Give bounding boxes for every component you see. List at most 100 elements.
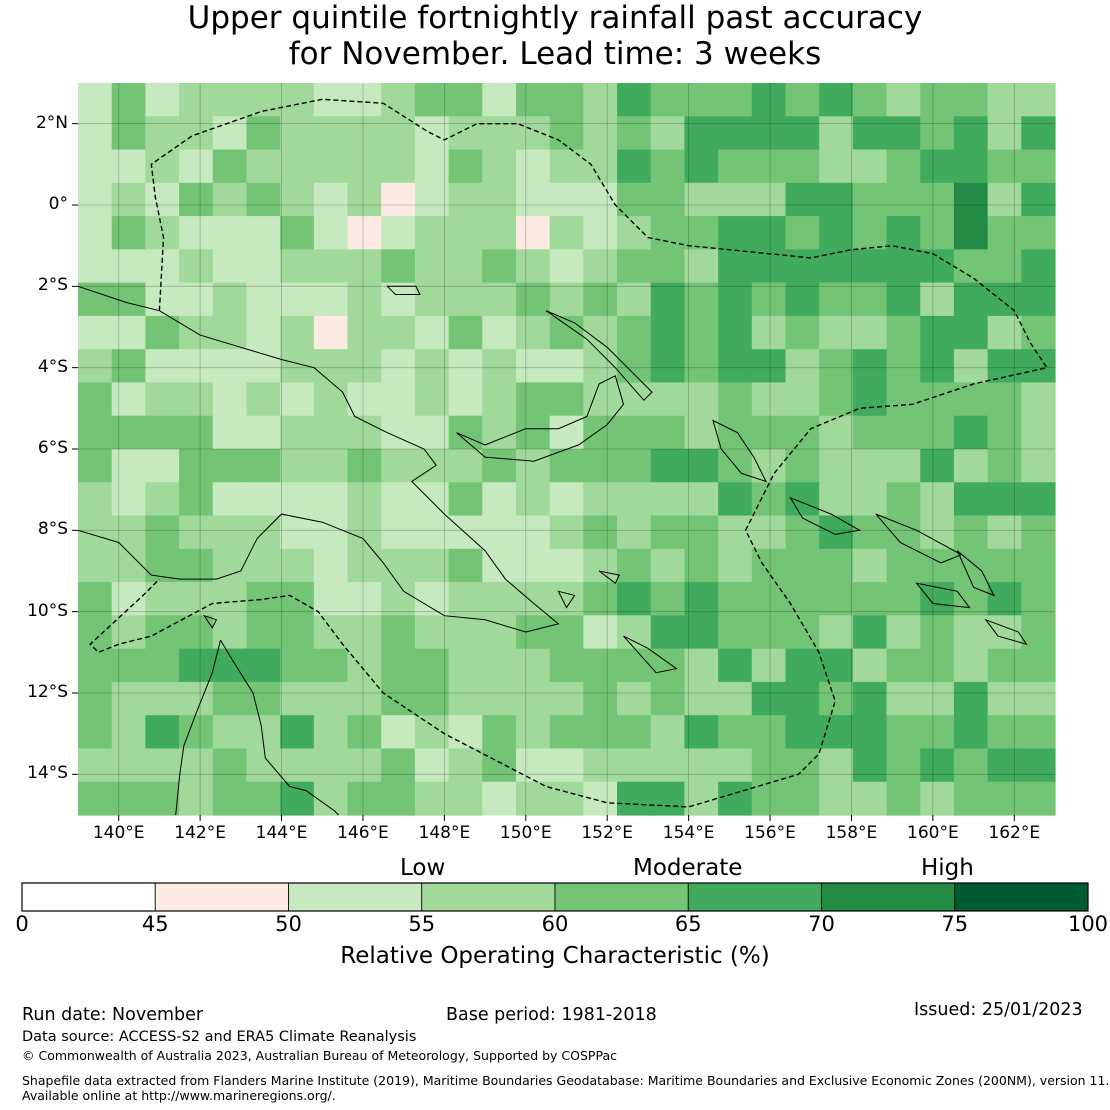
grid-cell [347, 182, 382, 217]
grid-cell [246, 282, 281, 317]
grid-cell [583, 482, 618, 517]
grid-cell [886, 149, 921, 184]
grid-cell [347, 216, 382, 250]
grid-cell [751, 149, 787, 184]
grid-cell [212, 681, 248, 716]
grid-cell [347, 515, 382, 550]
manus-island-coast [386, 285, 421, 295]
grid-cell [414, 781, 450, 816]
grid-cell [78, 382, 113, 417]
grid-cell [718, 249, 753, 284]
grid-cell [785, 315, 820, 350]
grid-cell [482, 149, 517, 184]
lat-tick-label: 8°S [37, 519, 68, 540]
grid-cell [179, 482, 214, 517]
grid-cell [515, 615, 551, 650]
grid-cell [785, 216, 820, 250]
grid-cell [852, 382, 888, 417]
grid-cell [751, 249, 787, 284]
grid-cell [617, 482, 652, 517]
grid-cell [785, 715, 820, 750]
grid-cell [179, 382, 214, 417]
grid-cell [953, 315, 989, 350]
grid-cell [987, 615, 1022, 650]
grid-cell [111, 315, 146, 350]
grid-cell [145, 781, 180, 816]
grid-cell [179, 149, 214, 184]
grid-cell [751, 515, 787, 550]
grid-cell [1021, 515, 1056, 550]
grid-cell [246, 149, 281, 184]
grid-cell [246, 615, 281, 650]
shapefile-credit-2: Available online at http://www.marinereg… [22, 1088, 336, 1103]
grid-cell [212, 415, 248, 450]
grid-cell [212, 582, 248, 616]
grid-cell [78, 748, 113, 783]
grid-cell [381, 582, 416, 616]
grid-cell [347, 83, 382, 117]
grid-cell [852, 482, 888, 517]
grid-cell [650, 116, 686, 151]
grid-cell [246, 116, 281, 151]
lon-tick-label: 150°E [499, 823, 552, 843]
grid-cell [1021, 382, 1056, 417]
grid-cell [718, 715, 753, 750]
grid-cell [852, 182, 888, 217]
colorbar-segment [687, 882, 822, 912]
grid-cell [785, 282, 820, 317]
grid-cell [785, 182, 820, 217]
grid-cell [718, 515, 753, 550]
grid-cell [920, 615, 955, 650]
grid-cell [1021, 715, 1056, 750]
grid-cell [448, 781, 483, 816]
grid-cell [852, 615, 888, 650]
grid-cell [212, 548, 248, 583]
grid-cell [381, 748, 416, 783]
grid-cell [549, 282, 584, 317]
grid-cell [78, 681, 113, 716]
grid-cell [381, 149, 416, 184]
grid-cell [145, 648, 180, 683]
grid-cell [482, 482, 517, 517]
grid-cell [212, 449, 248, 483]
lat-tick-label: 10°S [27, 600, 68, 621]
louisiade-coast [623, 635, 678, 674]
grid-cell [78, 83, 113, 117]
grid-cell [751, 216, 787, 250]
grid-cell [78, 182, 113, 217]
grid-cell [1021, 349, 1056, 384]
grid-cell [111, 83, 146, 117]
grid-cell [280, 449, 315, 483]
grid-cell [482, 182, 517, 217]
grid-cell [246, 349, 281, 384]
grid-cell [718, 83, 753, 117]
grid-cell [953, 648, 989, 683]
grid-cell [751, 681, 787, 716]
grid-cell [414, 249, 450, 284]
grid-cell [448, 249, 483, 284]
grid-cell [414, 216, 450, 250]
grid-cell [448, 449, 483, 483]
grid-cell [583, 415, 618, 450]
grid-cell [751, 315, 787, 350]
grid-cell [751, 781, 787, 816]
grid-cell [111, 249, 146, 284]
grid-cell [987, 149, 1022, 184]
grid-cell [280, 382, 315, 417]
grid-cell [852, 582, 888, 616]
grid-cell [179, 515, 214, 550]
grid-cell [515, 149, 551, 184]
grid-cell [852, 315, 888, 350]
grid-cell [111, 582, 146, 616]
grid-cell [482, 315, 517, 350]
grid-cell [920, 83, 955, 117]
grid-cell [617, 781, 652, 816]
grid-cell [145, 149, 180, 184]
grid-cell [313, 149, 349, 184]
grid-cell [684, 182, 719, 217]
grid-cell [886, 83, 921, 117]
grid-cell [179, 449, 214, 483]
grid-cell [111, 182, 146, 217]
grid-cell [414, 349, 450, 384]
